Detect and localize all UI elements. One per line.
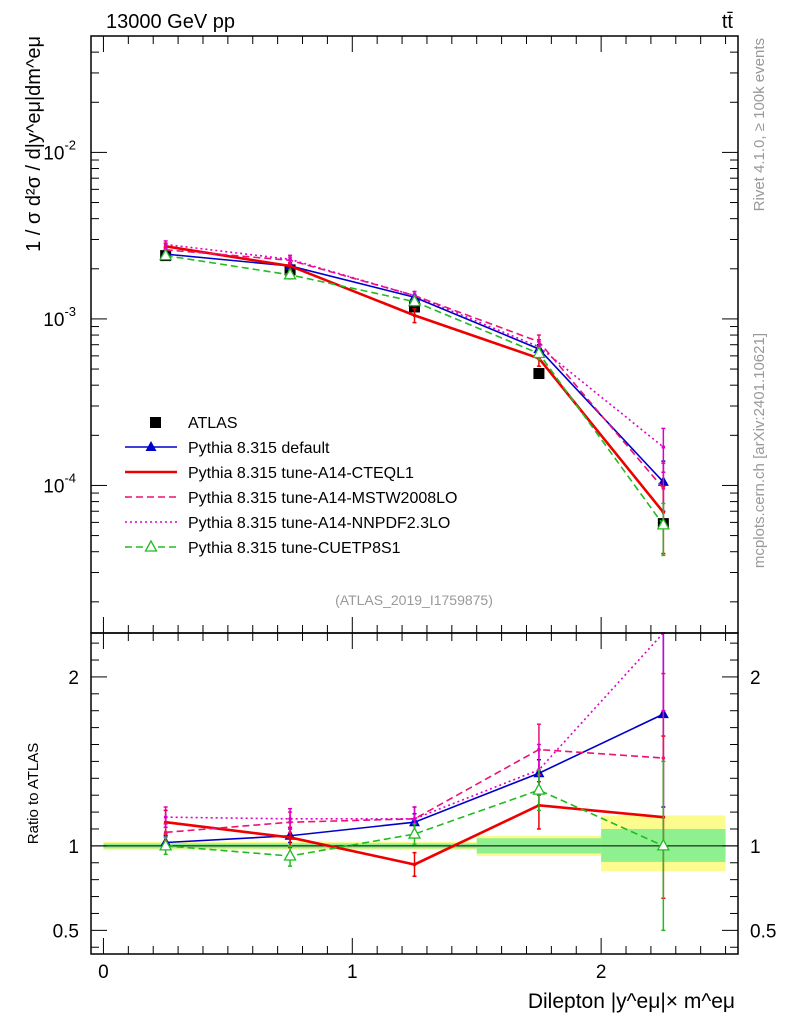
series-group — [163, 632, 666, 832]
series-group — [159, 760, 670, 932]
data-point — [163, 830, 168, 835]
legend-marker-atlas — [150, 417, 161, 428]
y-tick-label: 10-4 — [43, 470, 76, 497]
ratio-y-tick-label: 0.5 — [53, 921, 79, 942]
data-point — [163, 815, 168, 819]
series-line — [165, 632, 664, 820]
ratio-y-tick-label: 1 — [68, 837, 79, 858]
energy-label: 13000 GeV pp — [106, 11, 235, 33]
series-group — [163, 246, 666, 529]
y-tick-label-exponent: -2 — [64, 137, 76, 152]
series-line — [165, 243, 664, 448]
y-tick-label: 10-2 — [43, 137, 76, 164]
series-line — [165, 789, 664, 857]
data-point — [412, 817, 417, 821]
legend-marker — [145, 441, 157, 451]
data-point — [163, 242, 168, 247]
legend-label: ATLAS — [188, 415, 238, 432]
data-point — [661, 756, 666, 760]
side-label-mcplots: mcplots.cern.ch [arXiv:2401.10621] — [751, 333, 768, 568]
data-point — [412, 862, 417, 867]
data-point — [159, 248, 173, 261]
legend-label: Pythia 8.315 tune-CUETP8S1 — [188, 540, 401, 557]
data-point — [532, 782, 546, 795]
x-axis-label: Dilepton |y^eμ|× m^eμ — [528, 990, 735, 1013]
ratio-y-tick-label-right: 2 — [750, 668, 761, 689]
data-point — [661, 445, 666, 449]
data-point — [283, 267, 297, 280]
y-tick-label-exponent: -3 — [64, 304, 76, 319]
ratio-y-tick-label: 2 — [68, 668, 79, 689]
data-point — [283, 848, 297, 861]
series-line — [165, 748, 664, 834]
process-label: tt̄ — [722, 11, 734, 33]
series-group — [163, 240, 666, 474]
analysis-id-label: (ATLAS_2019_I1759875) — [335, 592, 493, 608]
data-point — [288, 817, 292, 821]
data-point — [288, 264, 292, 268]
x-tick-label: 1 — [347, 962, 358, 983]
data-point — [407, 294, 422, 307]
main-y-axis-label: 1 / σ d²σ / d|y^eμ|dm^eμ — [23, 36, 45, 252]
legend-label: Pythia 8.315 tune-A14-NNPDF2.3LO — [188, 515, 450, 532]
x-tick-label: 0 — [98, 962, 109, 983]
legend-marker — [144, 539, 158, 552]
data-point — [656, 838, 670, 851]
y-tick-label-exponent: -4 — [64, 470, 76, 485]
data-point — [407, 826, 422, 839]
legend-label: Pythia 8.315 tune-A14-MSTW2008LO — [188, 490, 457, 507]
atlas-data-point — [409, 301, 420, 313]
data-point — [532, 346, 546, 359]
atlas-data-point — [533, 368, 545, 380]
ratio-y-tick-label-right: 0.5 — [750, 921, 776, 942]
data-point — [159, 838, 173, 851]
legend-label: Pythia 8.315 tune-A14-CTEQL1 — [188, 465, 414, 482]
x-tick-label: 2 — [596, 962, 607, 983]
data-point — [656, 517, 670, 530]
ratio-y-axis-label: Ratio to ATLAS — [25, 743, 42, 844]
y-tick-label: 10-3 — [43, 304, 76, 331]
legend-label: Pythia 8.315 default — [188, 440, 330, 457]
side-label-rivet: Rivet 4.1.0, ≥ 100k events — [751, 38, 768, 211]
ratio-y-tick-label-right: 1 — [750, 837, 761, 858]
series-group — [159, 248, 670, 557]
ratio-panel-frame — [90, 632, 739, 955]
data-point — [661, 486, 666, 491]
data-point — [288, 835, 292, 840]
data-point — [288, 257, 292, 262]
data-point — [412, 313, 417, 318]
